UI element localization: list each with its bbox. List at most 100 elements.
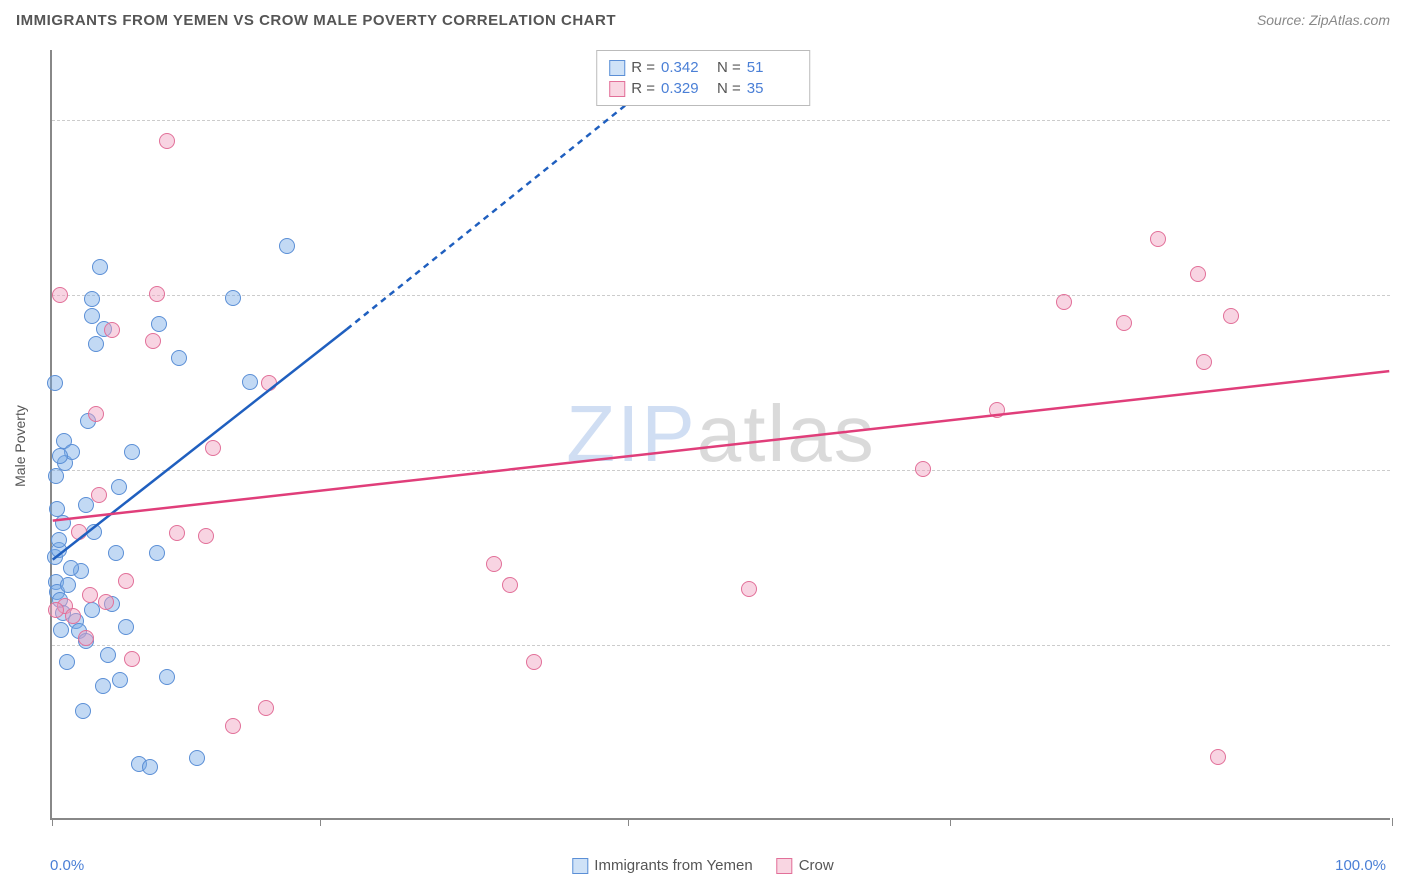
- point-yemen: [100, 647, 116, 663]
- point-crow: [1190, 266, 1206, 282]
- point-yemen: [84, 291, 100, 307]
- point-crow: [88, 406, 104, 422]
- point-yemen: [48, 468, 64, 484]
- legend-item-crow: Crow: [777, 857, 834, 874]
- point-crow: [78, 630, 94, 646]
- point-crow: [205, 440, 221, 456]
- r-label: R =: [631, 80, 655, 97]
- point-crow: [104, 322, 120, 338]
- point-yemen: [159, 669, 175, 685]
- n-value-yemen: 51: [747, 59, 797, 76]
- x-axis-min-label: 0.0%: [50, 857, 84, 874]
- y-axis-label: Male Poverty: [12, 405, 28, 487]
- point-yemen: [149, 545, 165, 561]
- point-crow: [486, 556, 502, 572]
- point-yemen: [47, 375, 63, 391]
- x-tick: [628, 818, 629, 826]
- watermark-atlas: atlas: [697, 389, 876, 478]
- point-crow: [159, 133, 175, 149]
- x-tick: [950, 818, 951, 826]
- chart-title: IMMIGRANTS FROM YEMEN VS CROW MALE POVER…: [16, 12, 616, 29]
- point-crow: [1116, 315, 1132, 331]
- point-yemen: [84, 308, 100, 324]
- legend-swatch-yemen: [572, 858, 588, 874]
- y-tick-label: 12.5%: [1395, 637, 1406, 653]
- source-attribution: Source: ZipAtlas.com: [1257, 12, 1390, 28]
- point-crow: [225, 718, 241, 734]
- point-crow: [198, 528, 214, 544]
- legend-item-yemen: Immigrants from Yemen: [572, 857, 752, 874]
- point-crow: [1150, 231, 1166, 247]
- x-tick: [52, 818, 53, 826]
- point-crow: [124, 651, 140, 667]
- r-label: R =: [631, 59, 655, 76]
- point-crow: [915, 461, 931, 477]
- point-crow: [261, 375, 277, 391]
- point-yemen: [86, 524, 102, 540]
- point-yemen: [49, 501, 65, 517]
- correlation-stats-box: R = 0.342 N = 51 R = 0.329 N = 35: [596, 50, 810, 106]
- stats-row-yemen: R = 0.342 N = 51: [609, 57, 797, 78]
- point-crow: [149, 286, 165, 302]
- point-yemen: [189, 750, 205, 766]
- point-crow: [65, 608, 81, 624]
- point-yemen: [118, 619, 134, 635]
- x-axis-max-label: 100.0%: [1335, 857, 1386, 874]
- point-crow: [98, 594, 114, 610]
- point-crow: [741, 581, 757, 597]
- point-yemen: [95, 678, 111, 694]
- point-yemen: [63, 560, 79, 576]
- r-value-crow: 0.329: [661, 80, 711, 97]
- legend-label-crow: Crow: [799, 857, 834, 874]
- n-label: N =: [717, 59, 741, 76]
- point-yemen: [112, 672, 128, 688]
- point-crow: [145, 333, 161, 349]
- gridline: [52, 295, 1390, 296]
- point-yemen: [242, 374, 258, 390]
- point-crow: [1056, 294, 1072, 310]
- n-label: N =: [717, 80, 741, 97]
- point-yemen: [225, 290, 241, 306]
- point-crow: [52, 287, 68, 303]
- legend-label-yemen: Immigrants from Yemen: [594, 857, 752, 874]
- legend-swatch-crow: [777, 858, 793, 874]
- n-value-crow: 35: [747, 80, 797, 97]
- point-crow: [91, 487, 107, 503]
- point-crow: [82, 587, 98, 603]
- point-crow: [989, 402, 1005, 418]
- point-yemen: [51, 532, 67, 548]
- point-yemen: [88, 336, 104, 352]
- point-yemen: [60, 577, 76, 593]
- point-crow: [502, 577, 518, 593]
- trend-lines-layer: [52, 50, 1390, 818]
- gridline: [52, 645, 1390, 646]
- x-tick: [1392, 818, 1393, 826]
- stats-row-crow: R = 0.329 N = 35: [609, 78, 797, 99]
- watermark: ZIPatlas: [566, 388, 875, 480]
- gridline: [52, 120, 1390, 121]
- gridline: [52, 470, 1390, 471]
- point-yemen: [142, 759, 158, 775]
- point-crow: [71, 524, 87, 540]
- stats-swatch-yemen: [609, 60, 625, 76]
- legend: Immigrants from Yemen Crow: [572, 857, 833, 874]
- point-crow: [1196, 354, 1212, 370]
- point-crow: [48, 602, 64, 618]
- point-yemen: [59, 654, 75, 670]
- point-crow: [1223, 308, 1239, 324]
- point-crow: [526, 654, 542, 670]
- point-yemen: [92, 259, 108, 275]
- point-yemen: [108, 545, 124, 561]
- x-tick: [320, 818, 321, 826]
- watermark-zip: ZIP: [566, 389, 696, 478]
- point-crow: [258, 700, 274, 716]
- point-yemen: [124, 444, 140, 460]
- point-crow: [1210, 749, 1226, 765]
- point-yemen: [279, 238, 295, 254]
- point-yemen: [171, 350, 187, 366]
- point-crow: [118, 573, 134, 589]
- point-crow: [169, 525, 185, 541]
- point-yemen: [53, 622, 69, 638]
- trend-line: [53, 371, 1390, 520]
- y-tick-label: 37.5%: [1395, 287, 1406, 303]
